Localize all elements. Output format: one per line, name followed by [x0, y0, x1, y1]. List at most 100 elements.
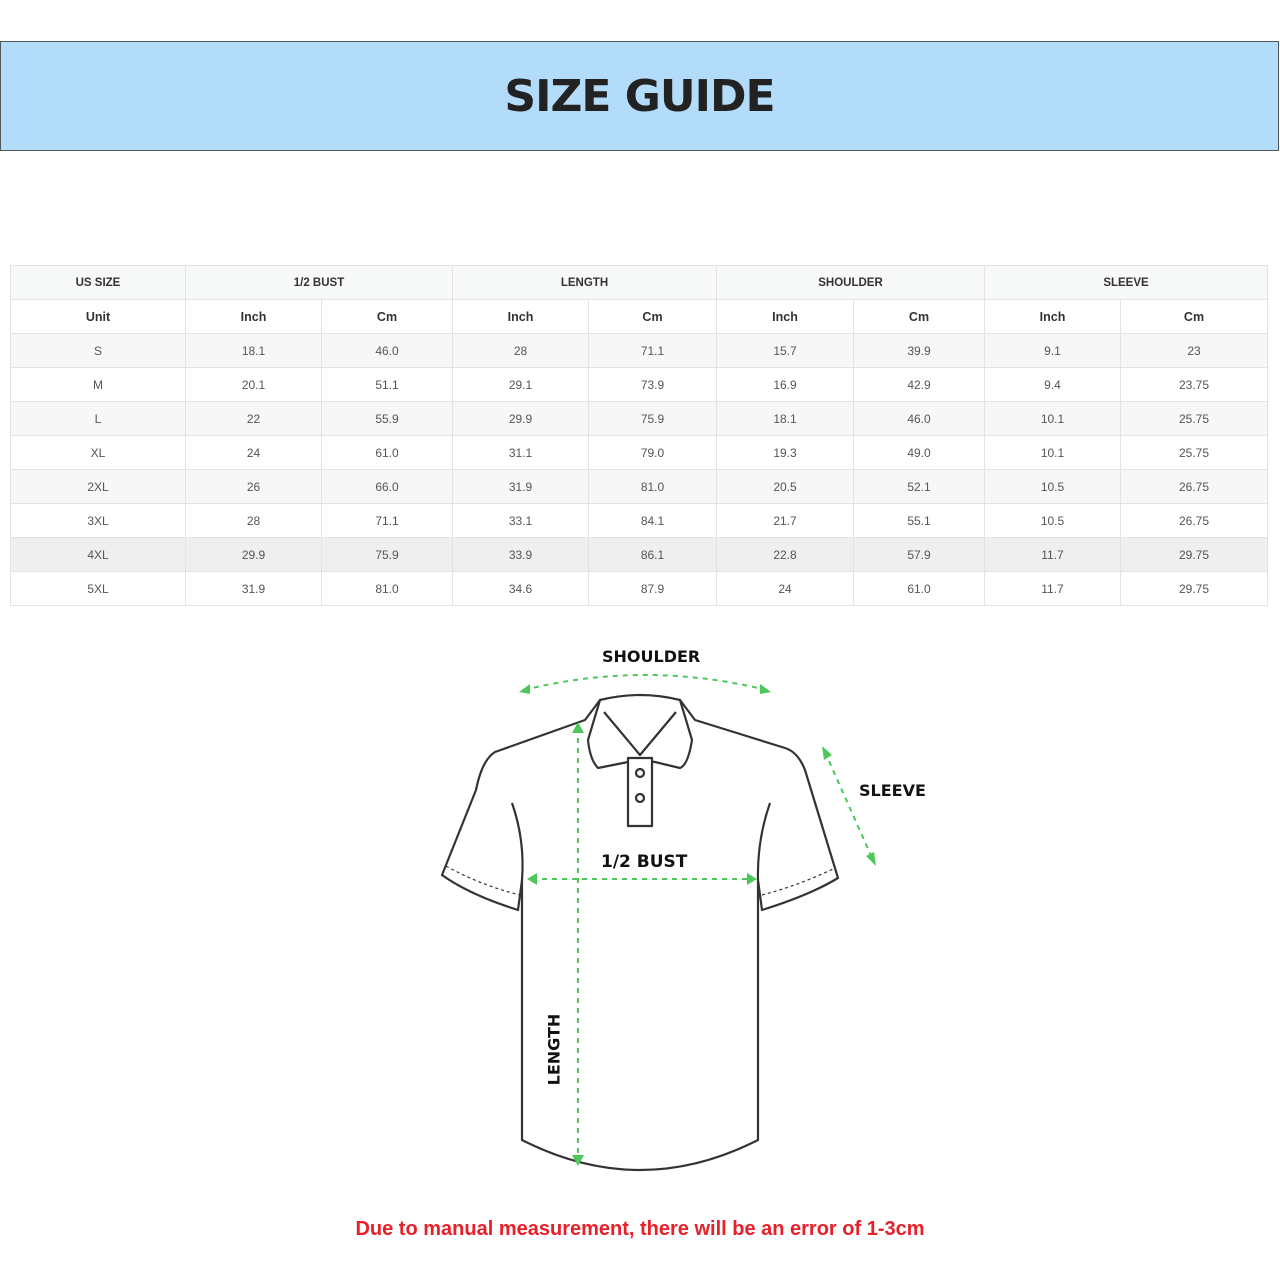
value-cell: 26 [185, 469, 322, 504]
value-cell: 26.75 [1119, 469, 1269, 504]
table-row: 4XL 29.9 75.9 33.9 86.1 22.8 57.9 11.7 29.75 [10, 537, 1269, 572]
value-cell: 33.9 [452, 537, 589, 572]
value-cell: 19.3 [716, 435, 854, 470]
value-cell: 87.9 [588, 571, 717, 606]
value-cell: 10.1 [984, 435, 1121, 470]
value-cell: 29.1 [452, 367, 589, 402]
value-cell: 51.1 [321, 367, 453, 402]
shoulder-label: SHOULDER [602, 647, 701, 666]
value-cell: 81.0 [321, 571, 453, 606]
value-cell: 57.9 [853, 537, 985, 572]
unit-header-cell: Cm [853, 299, 985, 334]
size-cell: S [10, 333, 186, 368]
value-cell: 28 [185, 503, 322, 538]
value-cell: 29.9 [452, 401, 589, 436]
header-sleeve: SLEEVE [983, 265, 1269, 300]
header-bust: 1/2 BUST [185, 265, 453, 300]
value-cell: 10.5 [984, 469, 1121, 504]
value-cell: 81.0 [588, 469, 717, 504]
value-cell: 9.4 [984, 367, 1121, 402]
unit-header-cell: Unit [10, 299, 186, 334]
value-cell: 25.75 [1119, 401, 1269, 436]
value-cell: 20.5 [716, 469, 854, 504]
unit-header-cell: Inch [185, 299, 322, 334]
length-label: LENGTH [544, 1013, 564, 1086]
value-cell: 22 [185, 401, 322, 436]
value-cell: 79.0 [588, 435, 717, 470]
value-cell: 66.0 [321, 469, 453, 504]
shirt-outline [440, 693, 840, 1172]
table-row: S 18.1 46.0 28 71.1 15.7 39.9 9.1 23 [10, 333, 1269, 368]
value-cell: 52.1 [853, 469, 985, 504]
value-cell: 34.6 [452, 571, 589, 606]
value-cell: 15.7 [716, 333, 854, 368]
value-cell: 55.9 [321, 401, 453, 436]
unit-header-cell: Inch [984, 299, 1121, 334]
measurement-diagram: SHOULDER SLEEVE 1/2 BUST LENGTH [0, 630, 1280, 1190]
value-cell: 73.9 [588, 367, 717, 402]
value-cell: 9.1 [984, 333, 1121, 368]
size-cell: 4XL [10, 537, 186, 572]
value-cell: 31.9 [452, 469, 589, 504]
value-cell: 75.9 [321, 537, 453, 572]
table-row: XL 24 61.0 31.1 79.0 19.3 49.0 10.1 25.75 [10, 435, 1269, 470]
table-row: 3XL 28 71.1 33.1 84.1 21.7 55.1 10.5 26.75 [10, 503, 1269, 538]
value-cell: 16.9 [716, 367, 854, 402]
value-cell: 18.1 [185, 333, 322, 368]
size-cell: M [10, 367, 186, 402]
arrow-heads [519, 684, 876, 1166]
value-cell: 28 [452, 333, 589, 368]
value-cell: 31.9 [185, 571, 322, 606]
value-cell: 75.9 [588, 401, 717, 436]
header-us-size: US SIZE [10, 265, 186, 300]
value-cell: 71.1 [588, 333, 717, 368]
value-cell: 46.0 [321, 333, 453, 368]
size-cell: XL [10, 435, 186, 470]
measurement-arrows [523, 674, 874, 1160]
polo-shirt-illustration [440, 674, 876, 1172]
value-cell: 10.5 [984, 503, 1121, 538]
bust-label: 1/2 BUST [601, 852, 688, 872]
value-cell: 61.0 [853, 571, 985, 606]
value-cell: 25.75 [1119, 435, 1269, 470]
size-cell: 5XL [10, 571, 186, 606]
table-row: L 22 55.9 29.9 75.9 18.1 46.0 10.1 25.75 [10, 401, 1269, 436]
table-row: M 20.1 51.1 29.1 73.9 16.9 42.9 9.4 23.75 [10, 367, 1269, 402]
sleeve-label: SLEEVE [859, 781, 926, 800]
group-header-row: US SIZE 1/2 BUST LENGTH SHOULDER SLEEVE [10, 265, 1269, 300]
value-cell: 10.1 [984, 401, 1121, 436]
value-cell: 29.75 [1119, 571, 1269, 606]
value-cell: 11.7 [984, 571, 1121, 606]
header-shoulder: SHOULDER [716, 265, 985, 300]
size-table: US SIZE 1/2 BUST LENGTH SHOULDER SLEEVE … [10, 265, 1269, 606]
value-cell: 20.1 [185, 367, 322, 402]
value-cell: 55.1 [853, 503, 985, 538]
value-cell: 23 [1119, 333, 1269, 368]
size-cell: 2XL [10, 469, 186, 504]
size-cell: L [10, 401, 186, 436]
value-cell: 24 [185, 435, 322, 470]
value-cell: 26.75 [1119, 503, 1269, 538]
table-row: 5XL 31.9 81.0 34.6 87.9 24 61.0 11.7 29.75 [10, 571, 1269, 606]
size-cell: 3XL [10, 503, 186, 538]
value-cell: 42.9 [853, 367, 985, 402]
header-length: LENGTH [452, 265, 717, 300]
value-cell: 46.0 [853, 401, 985, 436]
value-cell: 31.1 [452, 435, 589, 470]
value-cell: 11.7 [984, 537, 1121, 572]
table-row: 2XL 26 66.0 31.9 81.0 20.5 52.1 10.5 26.75 [10, 469, 1269, 504]
unit-header-row: Unit Inch Cm Inch Cm Inch Cm Inch Cm [10, 299, 1269, 334]
value-cell: 86.1 [588, 537, 717, 572]
value-cell: 84.1 [588, 503, 717, 538]
value-cell: 23.75 [1119, 367, 1269, 402]
unit-header-cell: Cm [588, 299, 717, 334]
value-cell: 39.9 [853, 333, 985, 368]
value-cell: 49.0 [853, 435, 985, 470]
value-cell: 21.7 [716, 503, 854, 538]
value-cell: 22.8 [716, 537, 854, 572]
value-cell: 61.0 [321, 435, 453, 470]
value-cell: 18.1 [716, 401, 854, 436]
unit-header-cell: Inch [452, 299, 589, 334]
title-banner: SIZE GUIDE [0, 41, 1279, 151]
measurement-note: Due to manual measurement, there will be… [355, 1218, 925, 1240]
